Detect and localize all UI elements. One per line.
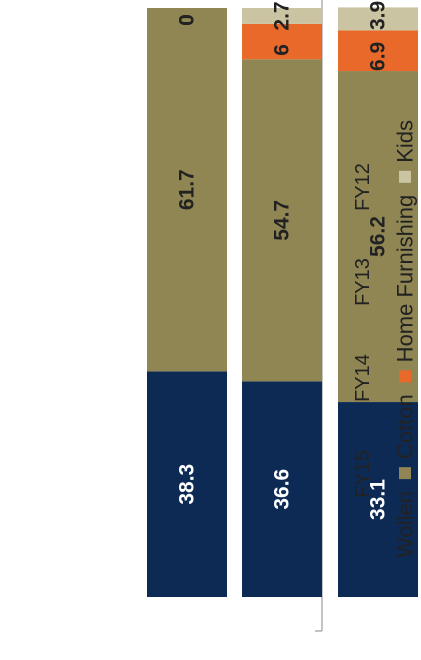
data-label-cotton-fy12: 61.7	[176, 169, 199, 210]
bar-cotton-fy14	[338, 71, 418, 403]
data-label-home-furnishing-fy12: 0	[176, 14, 199, 26]
bar-kids-fy14	[338, 7, 418, 31]
legend-swatch-cotton	[399, 467, 411, 480]
category-label-fy13: FY13	[352, 258, 374, 306]
bar-wollen-fy13	[242, 381, 322, 597]
data-label-home-furnishing-fy13: 6	[271, 44, 294, 56]
legend-swatch-kids	[399, 170, 411, 183]
legend-label-kids: Kids	[393, 120, 418, 163]
data-label-kids-fy14: 3.9	[367, 1, 390, 30]
bar-cotton-fy13	[242, 59, 322, 382]
category-label-fy12: FY12	[352, 163, 374, 211]
bars	[147, 7, 418, 597]
data-label-wollen-fy14: 33.1	[367, 479, 390, 520]
legend-swatch-home-furnishing	[399, 370, 411, 383]
data-label-cotton-fy13: 54.7	[271, 200, 294, 241]
legend-label-wollen: Wollen	[393, 491, 418, 558]
data-label-kids-fy13: 2.7	[271, 1, 294, 30]
data-label-wollen-fy12: 38.3	[176, 464, 199, 505]
legend-label-cotton: Cotton	[393, 394, 418, 459]
legend: Wollen Cotton Home Furnishing Kids	[393, 120, 418, 578]
data-label-cotton-fy14: 56.2	[367, 216, 390, 257]
data-label-wollen-fy13: 36.6	[271, 469, 294, 510]
legend-swatch-wollen	[399, 566, 411, 578]
data-label-home-furnishing-fy14: 6.9	[367, 42, 390, 71]
bar-home-furnishing-fy13	[242, 23, 322, 60]
bar-cotton-fy12	[147, 8, 227, 372]
category-label-fy15: FY15	[352, 450, 374, 498]
bar-kids-fy13	[242, 8, 322, 24]
category-label-fy14: FY14	[352, 354, 374, 402]
category-labels: FY12 FY13 FY14 FY15	[352, 163, 374, 498]
bar-home-furnishing-fy14	[338, 30, 418, 72]
bar-wollen-fy14	[338, 402, 418, 597]
data-labels: 38.361.70036.654.762.733.156.26.93.934.5…	[176, 1, 390, 520]
data-label-kids-fy12: 0	[176, 14, 199, 26]
bar-wollen-fy12	[147, 371, 227, 597]
legend-label-home-furnishing: Home Furnishing	[393, 195, 418, 363]
